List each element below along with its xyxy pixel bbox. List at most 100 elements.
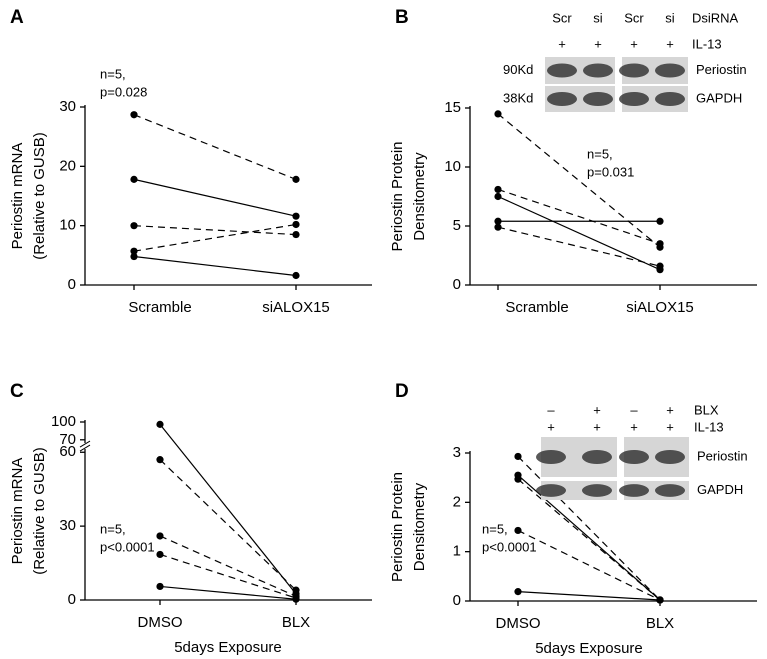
point xyxy=(292,586,300,594)
lane-label: + xyxy=(666,419,674,434)
panel-letter: B xyxy=(395,7,409,28)
point xyxy=(494,192,502,201)
x-tick-label: DMSO xyxy=(496,615,541,632)
y-axis-label: (Relative to GUSB) xyxy=(31,447,48,575)
blot-band xyxy=(655,63,685,78)
pair-line xyxy=(159,585,297,600)
blot-band xyxy=(619,63,649,78)
point xyxy=(130,247,138,255)
point xyxy=(514,588,522,596)
annotation: p<0.0001 xyxy=(482,539,537,554)
point xyxy=(292,595,300,603)
point xyxy=(292,212,300,220)
point xyxy=(656,596,664,604)
annotation: p=0.028 xyxy=(100,84,147,99)
pair-line xyxy=(133,255,297,277)
blot-band xyxy=(619,450,649,464)
axis-break xyxy=(82,443,88,450)
lane-label: + xyxy=(630,419,638,434)
pair-line xyxy=(159,535,297,597)
point xyxy=(514,526,522,535)
pair-line xyxy=(517,456,661,601)
point xyxy=(156,550,164,559)
point xyxy=(514,452,522,461)
y-tick-label: 15 xyxy=(444,99,461,116)
y-tick-label: 20 xyxy=(59,157,76,174)
y-tick-label: 30 xyxy=(59,517,76,534)
point xyxy=(156,456,164,464)
point xyxy=(494,110,502,118)
lane-label: si xyxy=(665,10,675,25)
lane-row-label: IL-13 xyxy=(692,36,722,51)
blot-band xyxy=(655,92,685,106)
blot-band xyxy=(655,484,685,497)
pair-line xyxy=(159,553,297,599)
lane-row-label: DsiRNA xyxy=(692,10,739,25)
y-tick-label: 30 xyxy=(59,98,76,115)
lane-label: + xyxy=(666,402,674,417)
x-tick-label: BLX xyxy=(282,614,310,631)
y-axis-label: Densitometry xyxy=(411,482,428,571)
pair-line xyxy=(133,114,297,180)
point xyxy=(130,111,138,119)
blot-band xyxy=(582,450,612,464)
point xyxy=(494,185,502,194)
y-tick-label: 0 xyxy=(68,276,76,293)
annotation: n=5, xyxy=(100,521,126,536)
y-axis-label: Periostin Protein xyxy=(389,141,406,251)
y-tick-label: 70 xyxy=(59,431,76,448)
lane-label: + xyxy=(593,402,601,417)
x-tick-label: siALOX15 xyxy=(262,299,330,316)
axis-break-mark xyxy=(79,440,91,448)
x-tick-label: Scramble xyxy=(128,299,191,316)
x-tick-label: Scramble xyxy=(505,299,568,316)
lane-label: – xyxy=(547,402,555,417)
pair-line xyxy=(497,113,661,248)
lane-label: si xyxy=(593,10,603,25)
lane-row-label: IL-13 xyxy=(694,419,724,434)
annotation: p<0.0001 xyxy=(100,539,155,554)
lane-label: + xyxy=(547,419,555,434)
blot-right-label: GAPDH xyxy=(696,90,742,105)
y-axis-label: Periostin mRNA xyxy=(9,458,26,565)
point xyxy=(156,532,164,540)
blot-band xyxy=(547,63,577,78)
point xyxy=(292,220,300,229)
axis-break-mark xyxy=(79,444,91,452)
blot-band xyxy=(547,92,577,106)
pair-line xyxy=(497,195,661,271)
y-tick-label: 0 xyxy=(453,276,461,293)
pair-line xyxy=(133,178,297,217)
lane-label: + xyxy=(593,419,601,434)
lane-label: + xyxy=(558,36,566,51)
point xyxy=(292,230,300,239)
lane-label: + xyxy=(630,36,638,51)
pair-line xyxy=(497,188,661,245)
y-tick-label: 10 xyxy=(59,217,76,234)
y-tick-label: 100 xyxy=(51,413,76,430)
x-tick-label: BLX xyxy=(646,615,674,632)
pair-line xyxy=(517,591,661,601)
lane-label: + xyxy=(594,36,602,51)
blot-right-label: Periostin xyxy=(696,62,747,77)
lane-label: Scr xyxy=(624,10,644,25)
blot-right-label: GAPDH xyxy=(697,482,743,497)
blot-band xyxy=(536,484,566,497)
blot-left-label: 90Kd xyxy=(503,62,533,77)
annotation: n=5, xyxy=(587,146,613,161)
lane-label: Scr xyxy=(552,10,572,25)
point xyxy=(494,217,502,225)
x-axis-label: 5days Exposure xyxy=(174,639,282,656)
x-tick-label: siALOX15 xyxy=(626,299,694,316)
blot-band xyxy=(619,484,649,497)
point xyxy=(292,271,300,280)
annotation: n=5, xyxy=(100,66,126,81)
point xyxy=(514,475,522,483)
panel-letter: A xyxy=(10,7,24,28)
blot-band xyxy=(655,450,685,464)
x-axis-label: 5days Exposure xyxy=(535,640,643,657)
y-tick-label: 2 xyxy=(453,493,461,510)
blot-left-label: 38Kd xyxy=(503,90,533,105)
y-axis-label: Periostin Protein xyxy=(389,472,406,582)
